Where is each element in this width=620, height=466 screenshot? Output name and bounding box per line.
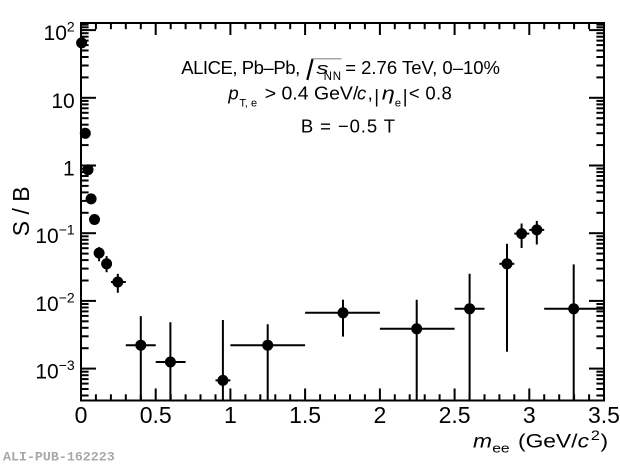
svg-text:3.5: 3.5 xyxy=(588,402,620,428)
svg-text:): ) xyxy=(601,431,609,452)
svg-text:1.5: 1.5 xyxy=(289,402,321,428)
svg-text:NN: NN xyxy=(324,71,342,83)
svg-text:2: 2 xyxy=(591,429,600,443)
svg-text:1: 1 xyxy=(224,402,237,428)
svg-text:ee: ee xyxy=(492,442,509,456)
svg-text:e: e xyxy=(395,98,401,110)
svg-text:< 0.8: < 0.8 xyxy=(409,83,452,104)
svg-text:0: 0 xyxy=(75,402,88,428)
svg-text:2.5: 2.5 xyxy=(439,402,471,428)
svg-text:|: | xyxy=(403,85,408,106)
svg-text:10: 10 xyxy=(51,90,74,113)
svg-text:m: m xyxy=(473,431,492,452)
svg-text:ALICE, Pb–Pb,: ALICE, Pb–Pb, xyxy=(181,57,300,78)
svg-text:3: 3 xyxy=(523,402,536,428)
svg-text:B = −0.5 T: B = −0.5 T xyxy=(301,115,396,136)
svg-text:s: s xyxy=(316,59,329,78)
svg-text:T, e: T, e xyxy=(239,98,257,110)
svg-text:η: η xyxy=(382,83,395,104)
svg-text:> 0.4 GeV/: > 0.4 GeV/ xyxy=(265,84,359,104)
svg-text:2: 2 xyxy=(374,402,387,428)
svg-text:(GeV/: (GeV/ xyxy=(518,431,578,452)
svg-text:= 2.76 TeV, 0–10%: = 2.76 TeV, 0–10% xyxy=(345,57,500,78)
svg-text:|: | xyxy=(374,85,379,106)
svg-text:S / B: S / B xyxy=(8,186,34,236)
svg-text:1: 1 xyxy=(63,158,75,181)
svg-text:ALI-PUB-162223: ALI-PUB-162223 xyxy=(3,449,115,464)
svg-text:10−1: 10−1 xyxy=(35,222,75,249)
svg-text:c: c xyxy=(578,431,590,452)
svg-text:10−2: 10−2 xyxy=(35,289,75,316)
svg-text:0.5: 0.5 xyxy=(140,402,172,428)
svg-text:,: , xyxy=(368,83,373,104)
svg-text:p: p xyxy=(227,83,238,104)
svg-text:c: c xyxy=(357,83,367,104)
